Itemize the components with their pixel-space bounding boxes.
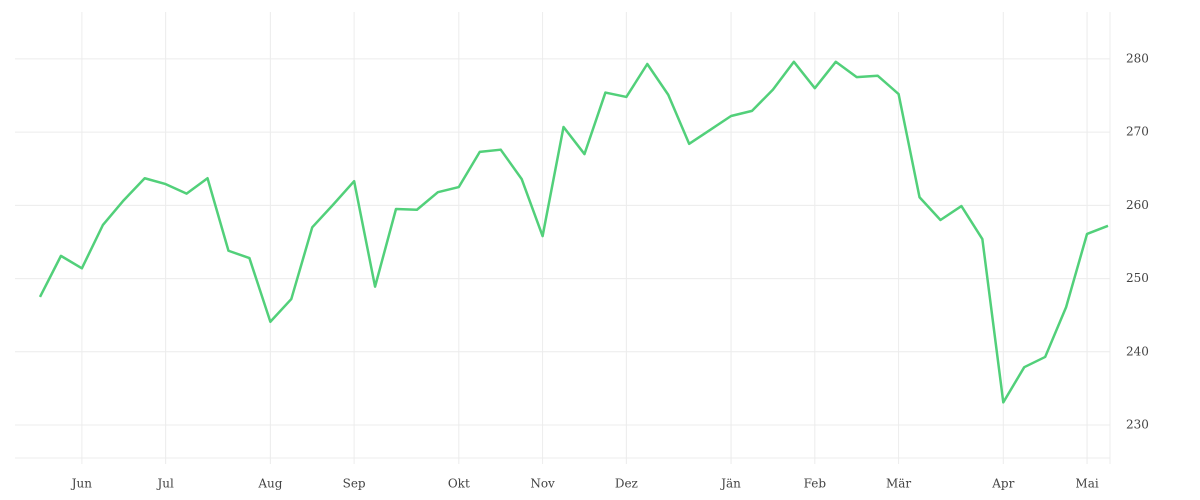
x-tick-label: Apr bbox=[991, 477, 1014, 491]
x-tick-label: Nov bbox=[530, 477, 555, 491]
y-tick-label: 270 bbox=[1126, 125, 1149, 139]
x-tick-label: Jän bbox=[719, 477, 741, 491]
y-tick-label: 240 bbox=[1126, 344, 1149, 358]
x-tick-label: Okt bbox=[448, 477, 470, 491]
x-tick-label: Feb bbox=[804, 477, 827, 491]
x-tick-label: Jul bbox=[155, 477, 174, 491]
y-tick-label: 280 bbox=[1126, 51, 1149, 65]
x-tick-label: Mai bbox=[1075, 477, 1098, 491]
x-tick-label: Aug bbox=[257, 477, 282, 491]
x-tick-label: Dez bbox=[615, 477, 638, 491]
y-tick-label: 250 bbox=[1126, 271, 1149, 285]
x-tick-label: Jun bbox=[70, 477, 93, 491]
y-tick-label: 230 bbox=[1126, 418, 1149, 432]
line bbox=[38, 60, 1109, 404]
x-tick-label: Sep bbox=[343, 477, 366, 491]
y-tick-label: 260 bbox=[1126, 198, 1149, 212]
x-tick-label: Mär bbox=[886, 477, 911, 491]
